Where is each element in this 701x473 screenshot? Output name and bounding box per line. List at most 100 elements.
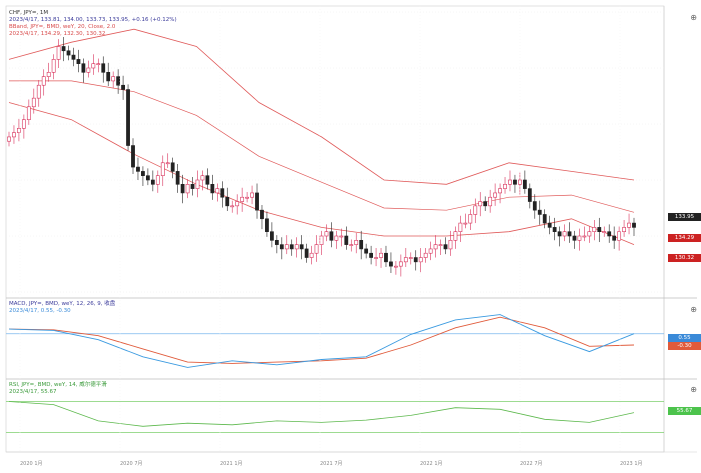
candle xyxy=(91,63,96,69)
candle xyxy=(354,240,359,245)
bband-middle-line xyxy=(9,80,635,213)
rsi-tag: 55.67 xyxy=(668,407,701,415)
time-axis-label: 2023 1月 xyxy=(620,461,643,467)
candle xyxy=(255,192,259,211)
candle xyxy=(413,257,418,263)
legend-macd: MACD, JPY=, BMD, weY, 12, 26, 9, 收盘 xyxy=(9,301,116,307)
candle xyxy=(150,179,155,185)
time-axis-label: 2021 7月 xyxy=(320,461,343,467)
candle xyxy=(602,231,607,233)
price-pane[interactable] xyxy=(6,11,664,293)
last-price-tag: 133.95 xyxy=(668,213,701,221)
candle xyxy=(165,162,170,165)
time-axis-label: 2021 1月 xyxy=(220,461,243,467)
candle xyxy=(369,252,374,258)
candle xyxy=(488,196,493,207)
candle xyxy=(483,201,488,207)
candle xyxy=(448,240,453,250)
candle xyxy=(513,179,517,185)
candle xyxy=(71,54,76,60)
candle xyxy=(408,257,413,259)
candle xyxy=(190,184,195,189)
candle xyxy=(384,252,388,263)
candle xyxy=(210,184,215,194)
candle xyxy=(116,76,121,86)
candle xyxy=(577,235,582,241)
candle xyxy=(379,252,383,258)
candle xyxy=(627,222,631,228)
zoom-in-icon[interactable]: ⊕ xyxy=(690,13,697,22)
candle xyxy=(344,235,349,245)
candle xyxy=(522,179,527,189)
signal-tag: -0.30 xyxy=(668,342,701,350)
lower-band-tag: 130.32 xyxy=(668,254,701,262)
candle xyxy=(557,231,562,237)
candle xyxy=(314,244,319,254)
candle xyxy=(269,231,274,241)
candle xyxy=(433,244,438,250)
legend-rsi: RSI, JPY=, BMD, weY, 14, 威尔德平滑 xyxy=(9,382,107,388)
candle xyxy=(185,184,190,194)
candle xyxy=(617,231,622,241)
candle xyxy=(438,244,443,246)
candle xyxy=(180,184,185,194)
candle xyxy=(230,205,235,208)
rsi-pane[interactable] xyxy=(6,401,664,433)
candle xyxy=(175,171,180,185)
candle xyxy=(572,235,577,241)
macd-zoom-icon[interactable]: ⊕ xyxy=(690,305,697,314)
macd-line xyxy=(8,314,635,368)
rsi-line xyxy=(8,401,635,427)
candle xyxy=(532,201,537,211)
candle xyxy=(21,119,26,129)
candle xyxy=(329,231,334,241)
candle xyxy=(458,222,463,232)
macd-pane[interactable] xyxy=(6,314,664,368)
candle xyxy=(56,46,61,60)
candle xyxy=(46,72,51,77)
candle xyxy=(592,227,597,232)
candle xyxy=(7,136,11,142)
candle xyxy=(260,209,264,220)
candle xyxy=(86,67,91,73)
legend-rsi-values: 2023/4/17, 55.67 xyxy=(9,389,57,395)
candle xyxy=(443,244,448,250)
candle xyxy=(468,214,473,224)
candle xyxy=(235,201,240,207)
axis-layer: 2020 1月 2020 7月 2021 1月 2021 7月 2022 1月 2022 … xyxy=(19,6,643,467)
rsi-zoom-icon[interactable]: ⊕ xyxy=(690,385,697,394)
candle xyxy=(294,244,299,250)
candle xyxy=(597,227,602,232)
candle xyxy=(250,192,254,198)
candle xyxy=(587,231,592,237)
candle xyxy=(66,50,71,56)
candle xyxy=(364,248,369,254)
candle xyxy=(339,235,344,238)
time-axis-label: 2020 1月 xyxy=(20,461,43,467)
legend-macd-values: 2023/4/17, 0.55, -0.30 xyxy=(9,308,71,314)
candle xyxy=(319,235,324,245)
candle xyxy=(547,222,552,228)
candle xyxy=(582,235,587,238)
candle xyxy=(374,257,378,259)
candle xyxy=(170,162,175,172)
candle xyxy=(562,231,567,237)
time-axis-label: 2022 7月 xyxy=(520,461,543,467)
candle xyxy=(463,222,468,225)
candle xyxy=(503,184,507,189)
candle xyxy=(225,196,230,207)
candle xyxy=(309,252,314,258)
bband-lower-line xyxy=(8,102,635,245)
candle xyxy=(552,227,557,232)
candle xyxy=(215,188,220,194)
candle xyxy=(498,188,502,194)
candle xyxy=(81,63,86,73)
candle xyxy=(26,106,31,120)
candle xyxy=(453,231,458,241)
candle xyxy=(76,59,81,64)
candle xyxy=(106,72,111,82)
candle xyxy=(428,248,433,254)
candle xyxy=(508,179,512,185)
candle xyxy=(359,240,364,250)
